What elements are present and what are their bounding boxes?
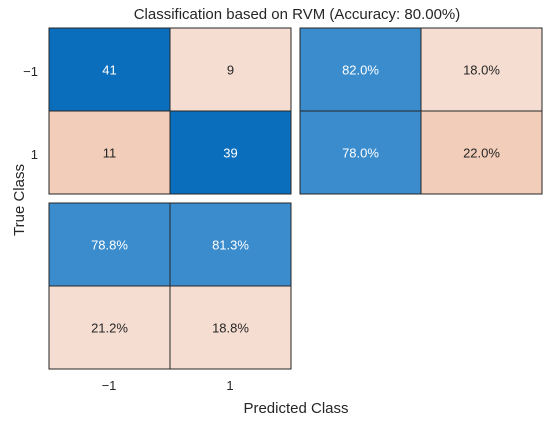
x-tick-label: 1 [226,378,233,393]
matrix-value: 9 [227,63,234,78]
column-summary-value: 78.8% [91,238,128,253]
x-tick-label: −1 [102,378,117,393]
y-tick-label: 1 [31,147,38,162]
row-summary-value: 18.0% [463,63,500,78]
row-summary-cell [420,110,543,195]
column-summary-value: 81.3% [212,238,249,253]
row-summary-cell [420,27,543,112]
matrix-cell [169,110,292,195]
matrix-cell [48,27,171,112]
column-summary-cell [169,202,292,287]
y-tick-label: −1 [23,64,38,79]
matrix-cell [48,110,171,195]
chart-title: Classification based on RVM (Accuracy: 8… [134,6,461,23]
column-summary-grid: 78.8% 81.3% 21.2% 18.8% [48,202,292,370]
row-summary-cell [299,27,422,112]
row-summary-value: 82.0% [342,63,379,78]
column-summary-cell [169,285,292,370]
row-summary-value: 78.0% [342,146,379,161]
x-axis-label: Predicted Class [243,400,348,417]
matrix-value: 11 [103,146,117,161]
confusion-matrix-grid: 41 9 11 39 [48,27,292,195]
matrix-cell [169,27,292,112]
row-summary-cell [299,110,422,195]
matrix-value: 39 [223,146,237,161]
column-summary-value: 18.8% [212,321,249,336]
matrix-value: 41 [102,63,116,78]
row-summary-value: 22.0% [463,146,500,161]
row-summary-grid: 82.0% 18.0% 78.0% 22.0% [299,27,543,195]
column-summary-value: 21.2% [91,321,128,336]
y-axis-label: True Class [11,164,28,236]
